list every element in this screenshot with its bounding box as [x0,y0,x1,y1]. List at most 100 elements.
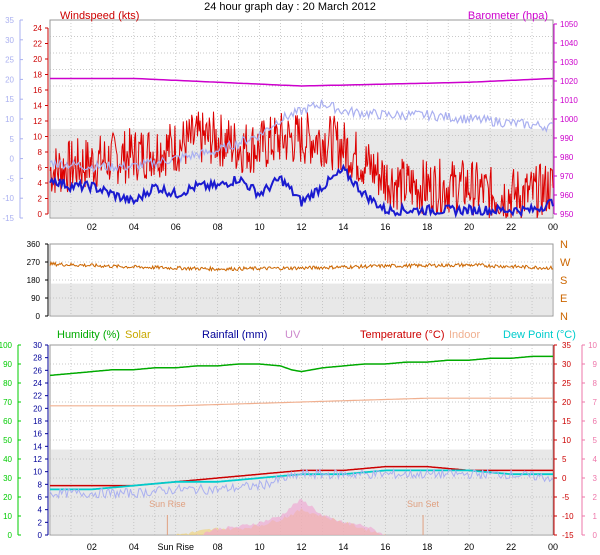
legend-item: Temperature (°C) [360,329,444,341]
y-tick-label: 1 [593,512,598,521]
x-tick-label: 00 [548,542,558,552]
y-tick-label: 0 [593,531,598,540]
y-tick-label: 180 [27,276,41,285]
y-tick-label: 6 [38,493,43,502]
y-tick-label: 6 [38,164,43,173]
y-tick-label: 6 [593,417,598,426]
y-tick-label: 8 [593,379,598,388]
y-tick-label: 360 [27,240,41,249]
y-tick-label: 40 [3,455,12,464]
x-tick-label: 04 [129,542,139,552]
y-tick-label: 4 [38,506,43,515]
y-tick-label: 30 [3,474,12,483]
y-tick-label: -15 [562,531,574,540]
y-tick-label: -5 [562,493,570,502]
compass-label: N [560,239,568,251]
y-tick-label: 16 [33,430,42,439]
x-tick-label: 12 [296,222,306,232]
y-tick-label: 14 [33,442,42,451]
y-tick-label: 24 [33,24,42,33]
y-tick-label: 22 [33,392,42,401]
x-tick-label: 00 [548,222,558,232]
y-tick-label: 18 [33,71,42,80]
y-tick-label: 1020 [560,77,578,86]
y-tick-label: 20 [3,493,12,502]
legend-item: Rainfall (mm) [202,329,267,341]
x-tick-label: 18 [422,222,432,232]
y-tick-label: 80 [3,379,12,388]
y-tick-label: 15 [5,95,14,104]
y-tick-label: 2 [38,518,43,527]
y-tick-label: -15 [2,214,14,223]
y-tick-label: 5 [562,455,567,464]
y-tick-label: 0 [8,531,13,540]
y-tick-label: 10 [5,115,14,124]
y-tick-label: 35 [5,16,14,25]
series-windspeed [49,111,554,219]
x-tick-label: 08 [213,222,223,232]
y-tick-label: 70 [3,398,12,407]
y-tick-label: -10 [2,194,14,203]
x-tick-label: 02 [87,222,97,232]
y-tick-label: 1000 [560,115,578,124]
y-tick-label: 12 [33,455,42,464]
y-tick-label: 10 [562,436,571,445]
y-tick-label: 1050 [560,20,578,29]
y-tick-label: 30 [5,36,14,45]
y-tick-label: 4 [593,455,598,464]
y-tick-label: 22 [33,40,42,49]
y-tick-label: 20 [562,398,571,407]
y-tick-label: 30 [562,360,571,369]
x-tick-label: 12 [296,542,306,552]
x-tick-label: 20 [464,542,474,552]
legend-item: Humidity (%) [57,329,120,341]
x-tick-label: 06 [171,222,181,232]
y-tick-label: 9 [593,360,598,369]
x-tick-label: 10 [255,542,265,552]
y-tick-label: 12 [33,117,42,126]
x-tick-label: 16 [380,542,390,552]
series-apparent [49,467,554,500]
compass-label: W [560,257,571,269]
series-temperature [49,99,554,173]
y-tick-label: 24 [33,379,42,388]
compass-label: S [560,275,567,287]
y-tick-label: 20 [33,404,42,413]
series-barometer [50,77,554,87]
series-wind-direction [49,260,554,273]
axis-label-barometer: Barometer (hpa) [468,10,548,22]
y-tick-label: 25 [5,56,14,65]
y-tick-label: 10 [33,133,42,142]
y-tick-label: 970 [560,172,574,181]
legend-item: Dew Point (°C) [503,329,576,341]
sun-annotation: Sun Rise [149,499,186,509]
y-tick-label: 2 [38,195,43,204]
series-humidity [49,355,553,377]
y-tick-label: 8 [38,480,43,489]
y-tick-label: 980 [560,153,574,162]
x-tick-label: 22 [506,542,516,552]
y-tick-label: 100 [0,341,13,350]
y-tick-label: 90 [31,294,40,303]
y-tick-label: 20 [5,75,14,84]
x-tick-label: 08 [213,542,223,552]
y-tick-label: -10 [562,512,574,521]
x-tick-label: 20 [464,222,474,232]
y-tick-label: 2 [593,493,598,502]
y-tick-label: 50 [3,436,12,445]
y-tick-label: 10 [3,512,12,521]
y-tick-label: 0 [38,531,43,540]
x-tick-label: 16 [380,222,390,232]
y-tick-label: 960 [560,191,574,200]
legend-item: UV [285,329,301,341]
sun-annotation: Sun Set [407,499,440,509]
y-tick-label: 5 [593,436,598,445]
y-tick-label: 5 [10,135,15,144]
y-tick-label: 35 [562,341,571,350]
x-tick-label: Sun Rise [157,542,194,552]
y-tick-label: 16 [33,86,42,95]
x-tick-label: 18 [422,542,432,552]
y-tick-label: 10 [33,468,42,477]
y-tick-label: 15 [562,417,571,426]
